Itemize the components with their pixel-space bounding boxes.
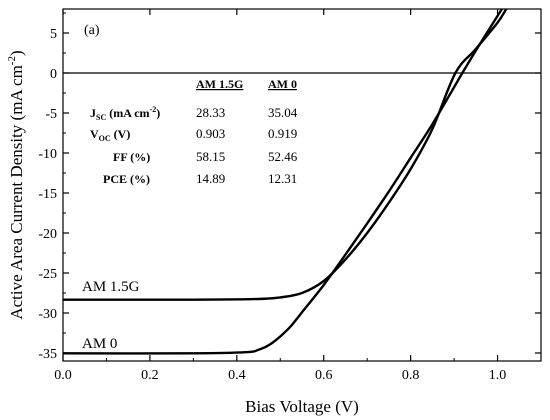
table-cell-voc-am0: 0.919 — [268, 126, 297, 141]
series-layer — [63, 9, 508, 355]
x-tick-label: 0.6 — [315, 368, 333, 383]
y-tick-label: -25 — [38, 267, 57, 282]
table-header-am0: AM 0 — [268, 77, 297, 91]
x-tick-label: 0.2 — [141, 368, 159, 383]
series-line-am0 — [63, 9, 503, 355]
jsc-main: J — [90, 106, 96, 120]
y-tick-label: 0 — [50, 67, 57, 82]
x-tick-label: 0.8 — [402, 368, 420, 383]
table-cell-jsc-am15g: 28.33 — [196, 105, 225, 120]
y-ticks: 5 0 -5 -10 -15 -20 -25 -30 -35 — [38, 12, 541, 362]
y-axis-title: Active Area Current Density (mA cm-2) — [6, 50, 26, 319]
table-cell-pce-am0: 12.31 — [268, 171, 297, 186]
table-header-am15g: AM 1.5G — [196, 77, 243, 91]
curve-label-am15g: AM 1.5G — [82, 279, 140, 295]
y-tick-label: -30 — [38, 307, 57, 322]
x-axis-title: Bias Voltage (V) — [245, 397, 359, 416]
table-cell-jsc-am0: 35.04 — [268, 105, 298, 120]
panel-label: (a) — [84, 23, 100, 38]
table-cell-voc-am15g: 0.903 — [196, 126, 225, 141]
table-row-label-pce: PCE (%) — [103, 172, 150, 186]
table-cell-ff-am15g: 58.15 — [196, 149, 225, 164]
voc-main: V — [90, 127, 99, 141]
voc-unit: (V) — [111, 127, 131, 141]
table-cell-ff-am0: 52.46 — [268, 149, 298, 164]
x-tick-label: 0.0 — [54, 368, 72, 383]
jsc-sub: SC — [96, 113, 106, 122]
y-tick-label: -10 — [38, 147, 57, 162]
table-row-label-ff: FF (%) — [113, 150, 150, 164]
series-line-am15g — [63, 9, 508, 301]
parameter-table: AM 1.5G AM 0 JSC (mA cm-2) 28.33 35.04 V… — [90, 77, 298, 186]
y-axis-title-sup: -2 — [6, 56, 18, 65]
y-axis-title-close: ) — [7, 50, 26, 56]
y-tick-label: -20 — [38, 227, 57, 242]
table-cell-pce-am15g: 14.89 — [196, 171, 225, 186]
jsc-unit-sup: -2 — [150, 105, 157, 114]
table-row-label-voc: VOC (V) — [90, 127, 130, 143]
y-axis-title-main: Active Area Current Density (mA cm — [7, 65, 26, 319]
table-row-label-jsc: JSC (mA cm-2) — [90, 105, 160, 122]
y-tick-label: -15 — [38, 187, 57, 202]
jsc-unit-post: ) — [156, 106, 160, 120]
voc-sub: OC — [99, 134, 111, 143]
y-tick-label: -35 — [38, 347, 57, 362]
x-ticks: 0.0 0.2 0.4 0.6 0.8 1.0 — [54, 9, 542, 383]
x-tick-label: 0.4 — [228, 368, 246, 383]
plot-frame — [62, 8, 542, 362]
x-tick-label: 1.0 — [489, 368, 507, 383]
curve-label-am0: AM 0 — [82, 336, 117, 352]
jsc-unit-pre: (mA cm — [106, 106, 149, 120]
y-tick-label: -5 — [45, 107, 57, 122]
y-tick-label: 5 — [50, 27, 57, 42]
